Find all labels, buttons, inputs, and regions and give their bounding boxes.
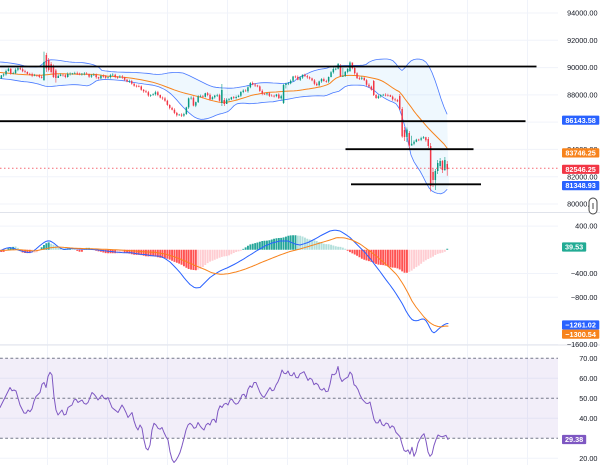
svg-text:20.00: 20.00 bbox=[579, 454, 597, 463]
svg-text:40.00: 40.00 bbox=[579, 414, 597, 423]
svg-text:400.00: 400.00 bbox=[575, 222, 597, 231]
svg-text:80000.00: 80000.00 bbox=[567, 200, 597, 209]
svg-text:70.00: 70.00 bbox=[579, 354, 597, 363]
svg-text:94000.00: 94000.00 bbox=[567, 9, 597, 18]
svg-text:−1261.02: −1261.02 bbox=[565, 321, 596, 330]
svg-text:50.00: 50.00 bbox=[579, 394, 597, 403]
svg-text:82546.25: 82546.25 bbox=[565, 165, 595, 174]
svg-text:81348.93: 81348.93 bbox=[565, 181, 595, 190]
svg-text:86143.58: 86143.58 bbox=[565, 116, 595, 125]
svg-text:−1300.54: −1300.54 bbox=[565, 330, 597, 339]
svg-text:82000.00: 82000.00 bbox=[567, 172, 597, 181]
svg-text:39.53: 39.53 bbox=[565, 243, 583, 252]
svg-text:83746.25: 83746.25 bbox=[565, 149, 595, 158]
svg-text:−800.00: −800.00 bbox=[571, 293, 598, 302]
svg-text:60.00: 60.00 bbox=[579, 374, 597, 383]
svg-text:92000.00: 92000.00 bbox=[567, 36, 597, 45]
svg-text:29.38: 29.38 bbox=[565, 435, 583, 444]
svg-text:90000.00: 90000.00 bbox=[567, 63, 597, 72]
svg-text:−1600.00: −1600.00 bbox=[567, 340, 598, 349]
svg-text:−400.00: −400.00 bbox=[571, 269, 598, 278]
svg-text:88000.00: 88000.00 bbox=[567, 91, 597, 100]
